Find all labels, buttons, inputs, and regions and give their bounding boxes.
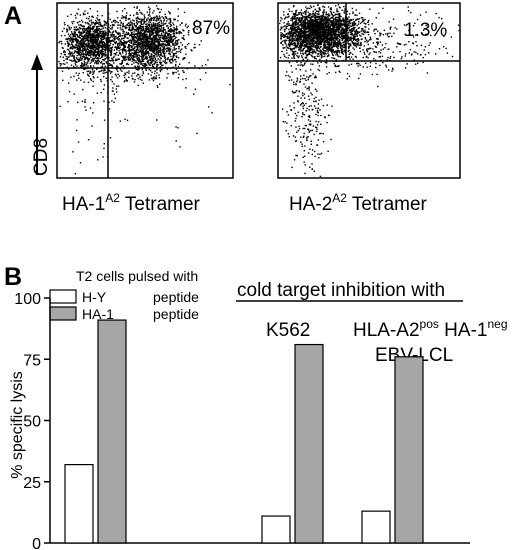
cd8-axis-label: CD8 xyxy=(31,138,52,176)
legend-suffix-hy: peptide xyxy=(153,289,199,305)
y-tick-label: 75 xyxy=(23,352,41,369)
legend-label-ha1: HA-1 xyxy=(82,306,114,322)
bar-ha1-2 xyxy=(394,356,424,544)
panel-a-label: A xyxy=(4,2,22,30)
ha2-percent: 1.3% xyxy=(404,20,447,41)
group-label-lcl: HLA-A2pos HA-1neg xyxy=(353,317,508,341)
cd8-axis-arrow xyxy=(31,54,43,175)
y-tick-label: 100 xyxy=(14,291,41,308)
bar-hy-2 xyxy=(361,510,391,544)
flow-plot-ha1 xyxy=(56,2,234,179)
legend-label-hy: H-Y xyxy=(82,289,107,305)
bar-ha1-1 xyxy=(294,343,324,544)
group-label-k562: K562 xyxy=(266,320,310,341)
ha1-tetramer-label: HA-1A2 Tetramer xyxy=(62,191,201,215)
legend-title: T2 cells pulsed with xyxy=(76,268,198,284)
y-tick-label: 50 xyxy=(23,414,41,431)
cold-target-heading: cold target inhibition with xyxy=(237,280,445,301)
panel-b-label: B xyxy=(4,263,22,291)
legend-item-hy: H-Y peptide xyxy=(49,289,199,305)
ha2-tetramer-label: HA-2A2 Tetramer xyxy=(289,191,428,215)
ha1-percent: 87% xyxy=(192,18,230,39)
legend-swatch-hy xyxy=(49,289,77,304)
legend-swatch-ha1 xyxy=(49,306,77,321)
legend-item-ha1: HA-1 peptide xyxy=(49,306,199,322)
y-tick-label: 0 xyxy=(32,536,41,550)
flow-plot-ha2 xyxy=(277,2,461,179)
legend-suffix-ha1: peptide xyxy=(153,306,199,322)
y-axis-label: % specific lysis xyxy=(9,371,26,479)
y-tick-label: 25 xyxy=(23,475,41,492)
flow-dots-ha2 xyxy=(279,4,460,178)
flow-dots-ha1 xyxy=(58,5,231,175)
bar-chart-bars xyxy=(64,319,424,544)
bar-hy-0 xyxy=(64,464,94,544)
bar-hy-1 xyxy=(261,515,291,544)
bar-ha1-0 xyxy=(97,319,127,544)
